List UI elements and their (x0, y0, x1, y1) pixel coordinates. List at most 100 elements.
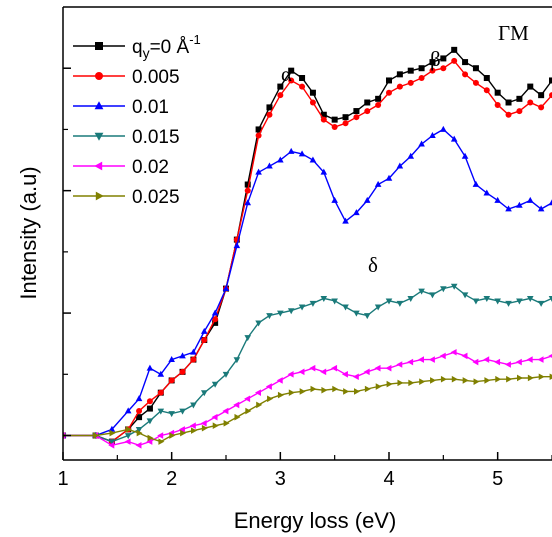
data-point (472, 358, 479, 366)
data-point (353, 114, 360, 121)
data-point (255, 126, 262, 133)
data-point (407, 358, 414, 366)
data-point (331, 364, 338, 372)
data-point (484, 377, 491, 384)
data-point (331, 116, 338, 123)
data-point (472, 298, 480, 305)
data-point (375, 95, 382, 102)
legend-item: 0.005 (73, 67, 180, 88)
data-point (342, 120, 349, 127)
data-point (321, 386, 328, 394)
data-point (298, 304, 306, 311)
data-point (374, 304, 382, 311)
data-point (190, 402, 197, 409)
data-point (451, 57, 458, 64)
data-point (135, 442, 142, 449)
legend-label: 0.025 (132, 187, 180, 208)
legend-item: 0.01 (73, 97, 169, 118)
data-point (450, 283, 458, 290)
data-point (538, 104, 545, 111)
data-point (418, 75, 425, 82)
data-point (354, 388, 360, 395)
data-point (526, 356, 533, 363)
data-point (440, 65, 447, 72)
x-tick-label: 2 (166, 468, 177, 490)
data-point (385, 364, 392, 372)
data-point (429, 67, 436, 74)
data-point (212, 319, 219, 326)
data-point (256, 401, 263, 409)
data-point (548, 295, 552, 302)
legend-marker (94, 161, 103, 171)
data-point (299, 75, 306, 82)
annotation-delta: δ (368, 253, 378, 277)
data-point (516, 201, 523, 208)
data-point (309, 300, 317, 307)
data-point (233, 401, 240, 409)
data-point (331, 196, 338, 203)
x-tick-label: 1 (57, 468, 68, 490)
legend-marker (94, 132, 104, 141)
data-point (212, 422, 219, 430)
legend-label-sup: -1 (189, 32, 201, 47)
data-point (418, 65, 425, 72)
series-3 (63, 283, 552, 446)
data-point (211, 381, 219, 388)
data-point (548, 199, 552, 206)
data-point (526, 295, 534, 302)
data-point (462, 59, 469, 66)
data-point (419, 378, 426, 385)
legend-marker (95, 191, 104, 201)
data-point (267, 395, 274, 403)
data-point (320, 116, 327, 123)
data-point (320, 368, 327, 376)
data-point (343, 388, 350, 395)
legend-label-tail: =0 Å (150, 37, 190, 58)
data-point (179, 408, 186, 415)
legend-item: qy=0 Å-1 (73, 32, 201, 61)
data-point (124, 438, 131, 445)
data-point (332, 385, 339, 393)
data-point (244, 187, 251, 194)
data-point (439, 352, 446, 360)
data-point (191, 427, 197, 434)
data-point (179, 368, 186, 375)
data-point (222, 371, 230, 378)
data-point (396, 162, 404, 169)
data-point (385, 298, 393, 305)
data-point (440, 375, 447, 383)
data-point (299, 83, 306, 90)
data-point (494, 89, 501, 96)
data-point (505, 99, 512, 106)
data-point (462, 377, 469, 384)
series-4 (63, 348, 552, 449)
data-point (396, 83, 403, 90)
data-point (309, 89, 316, 96)
data-point (255, 168, 262, 175)
legend-marker (95, 42, 103, 50)
data-point (495, 375, 502, 383)
data-point (494, 298, 501, 305)
data-point (158, 438, 165, 445)
data-point (320, 168, 328, 175)
legend-label-sub: y (143, 45, 150, 61)
x-tick-label: 5 (492, 468, 503, 490)
data-point (549, 77, 552, 84)
data-point (277, 83, 284, 90)
data-point (212, 316, 219, 323)
data-point (407, 295, 415, 302)
data-point (504, 361, 511, 368)
annotation-alpha: α (281, 62, 292, 86)
data-point (298, 368, 305, 376)
data-point (266, 111, 273, 118)
data-point (386, 77, 392, 84)
data-point (506, 375, 513, 383)
data-point (276, 377, 283, 384)
data-point (244, 181, 251, 188)
data-point (157, 408, 165, 415)
data-point (429, 292, 436, 299)
data-point (277, 310, 284, 317)
data-point (364, 385, 371, 393)
x-ticks: 1 2 3 4 5 (57, 452, 552, 490)
data-point (352, 373, 359, 381)
